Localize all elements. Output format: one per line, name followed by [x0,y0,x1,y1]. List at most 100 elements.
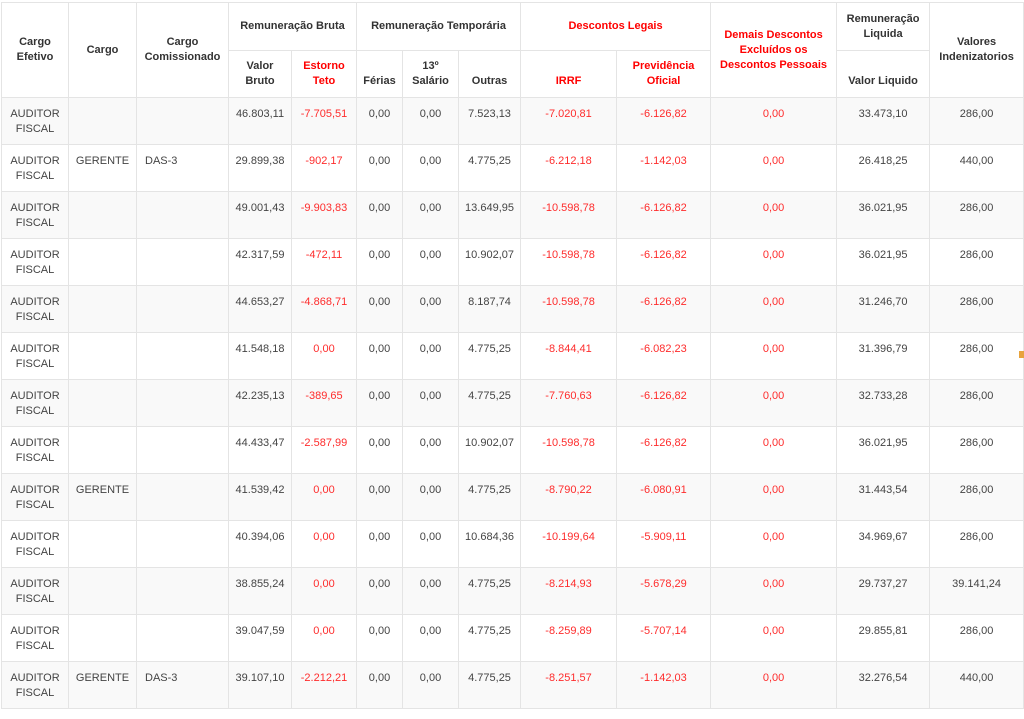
column-header-ferias: Férias [356,50,404,98]
cell-outras: 4.775,25 [458,332,522,380]
cell-cargo [68,238,137,286]
cell-ferias: 0,00 [356,567,404,615]
cell-salario-13: 0,00 [402,520,460,568]
column-group-remuneracao-temporaria: Remuneração Temporária [356,2,522,51]
cell-cargo-comissionado [136,191,229,239]
column-header-irrf: IRRF [520,50,618,98]
cell-ferias: 0,00 [356,473,404,521]
cell-cargo [68,191,137,239]
cell-valor-bruto: 46.803,11 [228,97,292,145]
cell-cargo [68,379,137,427]
cell-salario-13: 0,00 [402,567,460,615]
table-row: AUDITOR FISCAL 42.317,59 -472,11 0,00 0,00 10… [1,238,1024,286]
cell-outras: 4.775,25 [458,379,522,427]
cell-valor-bruto: 49.001,43 [228,191,292,239]
cell-valor-bruto: 41.548,18 [228,332,292,380]
cell-previdencia-oficial: -5.707,14 [616,614,712,662]
cell-cargo-efetivo: AUDITOR FISCAL [1,97,69,145]
cell-irrf: -6.212,18 [520,144,618,192]
cell-outras: 4.775,25 [458,614,522,662]
cell-outras: 4.775,25 [458,473,522,521]
cell-previdencia-oficial: -6.126,82 [616,238,712,286]
cell-outras: 4.775,25 [458,144,522,192]
cell-cargo [68,567,137,615]
cell-ferias: 0,00 [356,426,404,474]
table-row: AUDITOR FISCAL 42.235,13 -389,65 0,00 0,00 4.… [1,379,1024,427]
cell-irrf: -10.199,64 [520,520,618,568]
cell-cargo-efetivo: AUDITOR FISCAL [1,567,69,615]
cell-cargo-comissionado [136,426,229,474]
cell-valores-indenizatorios: 440,00 [929,144,1024,192]
header-sub-row: Valor Bruto Estorno Teto Férias 13º Salá… [2,50,1024,98]
cell-valores-indenizatorios: 286,00 [929,379,1024,427]
cell-demais-descontos: 0,00 [710,473,838,521]
cell-salario-13: 0,00 [402,426,460,474]
cell-valor-bruto: 38.855,24 [228,567,292,615]
cell-cargo-comissionado: DAS-3 [136,144,229,192]
cell-estorno-teto: 0,00 [290,473,358,521]
column-header-previdencia-oficial: Previdência Oficial [616,50,712,98]
table-row: AUDITOR FISCAL 49.001,43 -9.903,83 0,00 0,00… [1,191,1024,239]
cell-valor-liquido: 34.969,67 [836,520,931,568]
cell-valor-liquido: 31.443,54 [836,473,931,521]
cell-irrf: -7.760,63 [520,379,618,427]
table-row: AUDITOR FISCAL 46.803,11 -7.705,51 0,00 0,00… [1,97,1024,145]
cell-salario-13: 0,00 [402,379,460,427]
cell-irrf: -8.251,57 [520,661,618,709]
cell-valor-bruto: 40.394,06 [228,520,292,568]
cell-previdencia-oficial: -5.909,11 [616,520,712,568]
cell-outras: 8.187,74 [458,285,522,333]
cell-valor-liquido: 36.021,95 [836,238,931,286]
cell-previdencia-oficial: -6.082,23 [616,332,712,380]
cell-demais-descontos: 0,00 [710,144,838,192]
cell-outras: 7.523,13 [458,97,522,145]
cell-salario-13: 0,00 [402,332,460,380]
cell-estorno-teto: -2.212,21 [290,661,358,709]
cell-cargo-comissionado [136,97,229,145]
cell-irrf: -8.844,41 [520,332,618,380]
cell-cargo-comissionado [136,332,229,380]
cell-cargo-efetivo: AUDITOR FISCAL [1,426,69,474]
cell-valores-indenizatorios: 286,00 [929,520,1024,568]
table-row: AUDITOR FISCAL 41.548,18 0,00 0,00 0,00 4.775… [1,332,1024,380]
cell-ferias: 0,00 [356,520,404,568]
table-row: AUDITOR FISCAL 38.855,24 0,00 0,00 0,00 4.775… [1,567,1024,615]
cell-estorno-teto: -389,65 [290,379,358,427]
cell-cargo-comissionado [136,238,229,286]
cell-estorno-teto: -472,11 [290,238,358,286]
cell-irrf: -10.598,78 [520,238,618,286]
cell-valor-liquido: 31.396,79 [836,332,931,380]
cell-previdencia-oficial: -5.678,29 [616,567,712,615]
cell-valores-indenizatorios: 39.141,24 [929,567,1024,615]
cell-valores-indenizatorios: 286,00 [929,191,1024,239]
cell-outras: 4.775,25 [458,661,522,709]
cell-cargo-efetivo: AUDITOR FISCAL [1,661,69,709]
cell-ferias: 0,00 [356,97,404,145]
cell-cargo-comissionado [136,285,229,333]
cell-estorno-teto: -7.705,51 [290,97,358,145]
cell-outras: 10.902,07 [458,426,522,474]
cell-valores-indenizatorios: 286,00 [929,426,1024,474]
cell-salario-13: 0,00 [402,661,460,709]
column-header-cargo-efetivo: Cargo Efetivo [1,2,69,98]
cell-ferias: 0,00 [356,332,404,380]
cell-outras: 10.902,07 [458,238,522,286]
cell-previdencia-oficial: -6.126,82 [616,285,712,333]
cell-irrf: -8.259,89 [520,614,618,662]
cell-estorno-teto: -9.903,83 [290,191,358,239]
cell-valor-liquido: 26.418,25 [836,144,931,192]
cell-cargo: GERENTE [68,661,137,709]
cell-valor-bruto: 39.107,10 [228,661,292,709]
cell-cargo [68,426,137,474]
cell-demais-descontos: 0,00 [710,191,838,239]
cell-demais-descontos: 0,00 [710,97,838,145]
cell-valor-liquido: 29.855,81 [836,614,931,662]
column-group-remuneracao-liquida: Remuneração Liquida [836,2,931,51]
table-row: AUDITOR FISCAL 44.433,47 -2.587,99 0,00 0,00… [1,426,1024,474]
cell-irrf: -10.598,78 [520,191,618,239]
cell-estorno-teto: -4.868,71 [290,285,358,333]
column-header-13-salario: 13º Salário [402,50,460,98]
cell-ferias: 0,00 [356,238,404,286]
cell-cargo [68,285,137,333]
cell-demais-descontos: 0,00 [710,520,838,568]
